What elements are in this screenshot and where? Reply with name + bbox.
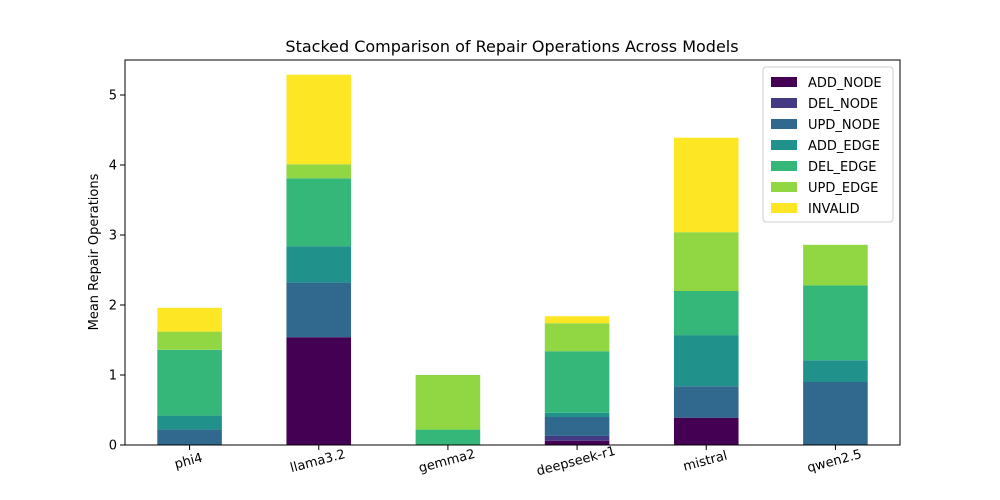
legend-label-upd-node: UPD_NODE <box>808 118 880 133</box>
bar-segment-llama3.2-upd-node <box>286 282 352 338</box>
legend-swatch-upd-node <box>771 119 797 129</box>
y-axis-label: Mean Repair Operations <box>87 173 102 330</box>
legend-swatch-del-node <box>771 98 797 108</box>
bar-segment-phi4-invalid <box>157 307 222 332</box>
bar-segment-mistral-add-edge <box>673 335 739 387</box>
x-tick-label-deepseek-r1: deepseek-r1 <box>535 444 617 479</box>
legend-swatch-add-node <box>771 77 797 87</box>
bar-segment-llama3.2-upd-edge <box>286 164 352 179</box>
bar-segment-mistral-upd-edge <box>673 232 739 291</box>
bar-segment-gemma2-del-edge <box>415 429 481 445</box>
legend-label-upd-edge: UPD_EDGE <box>808 181 878 196</box>
x-tick-label-qwen2.5: qwen2.5 <box>806 447 864 476</box>
bar-segment-deepseek-r1-del-node <box>544 435 610 441</box>
x-axis: phi4 llama3.2 gemma2 deepseek-r1 mistral qwen… <box>173 444 863 479</box>
legend-swatch-upd-edge <box>771 182 797 192</box>
bar-segment-mistral-invalid <box>673 137 739 233</box>
legend-label-add-node: ADD_NODE <box>808 76 882 91</box>
bar-segment-qwen2.5-upd-node <box>803 382 868 445</box>
x-tick-label-mistral: mistral <box>682 449 729 475</box>
legend-swatch-del-edge <box>771 161 797 171</box>
y-tick-label: 1 <box>109 369 117 384</box>
bar-segment-deepseek-r1-upd-edge <box>544 323 610 352</box>
chart-title: Stacked Comparison of Repair Operations … <box>285 37 738 56</box>
bar-segment-mistral-add-node <box>673 417 739 445</box>
x-tick-label-phi4: phi4 <box>173 451 204 473</box>
bar-segment-llama3.2-invalid <box>286 74 352 165</box>
bar-segment-phi4-add-edge <box>157 415 222 430</box>
legend-swatch-add-edge <box>771 140 797 150</box>
bars-group <box>157 74 868 445</box>
legend: ADD_NODE DEL_NODE UPD_NODE ADD_EDGE DEL_EDGE… <box>762 66 894 223</box>
bar-segment-mistral-upd-node <box>673 386 739 418</box>
bar-segment-qwen2.5-upd-edge <box>803 244 868 286</box>
y-tick-label: 2 <box>109 299 117 314</box>
bar-segment-gemma2-upd-edge <box>415 375 481 430</box>
plot-frame <box>124 59 901 446</box>
legend-label-add-edge: ADD_EDGE <box>808 139 880 154</box>
legend-label-del-node: DEL_NODE <box>808 97 878 112</box>
bar-segment-phi4-upd-edge <box>157 331 222 350</box>
bar-segment-phi4-upd-node <box>157 429 222 445</box>
bar-segment-deepseek-r1-add-edge <box>544 412 610 417</box>
y-axis: 0 1 2 3 4 5 <box>109 89 125 454</box>
y-tick-label: 4 <box>109 159 117 174</box>
bar-segment-deepseek-r1-add-node <box>544 440 610 445</box>
bar-segment-deepseek-r1-invalid <box>544 316 610 324</box>
y-tick-label: 0 <box>109 439 117 454</box>
x-tick-label-llama3.2: llama3.2 <box>289 447 347 476</box>
bar-segment-llama3.2-add-node <box>286 337 352 445</box>
bar-segment-qwen2.5-del-edge <box>803 285 868 361</box>
y-tick-label: 5 <box>109 89 117 104</box>
bar-segment-deepseek-r1-upd-node <box>544 417 610 436</box>
y-tick-label: 3 <box>109 229 117 244</box>
bar-segment-llama3.2-add-edge <box>286 246 352 283</box>
legend-label-invalid: INVALID <box>808 202 860 217</box>
bar-segment-mistral-del-edge <box>673 291 739 336</box>
bar-segment-llama3.2-del-edge <box>286 178 352 247</box>
legend-swatch-invalid <box>771 203 797 213</box>
bar-segment-deepseek-r1-del-edge <box>544 351 610 413</box>
legend-label-del-edge: DEL_EDGE <box>808 160 876 175</box>
bar-segment-qwen2.5-add-edge <box>803 360 868 382</box>
x-tick-label-gemma2: gemma2 <box>417 447 477 476</box>
bar-segment-phi4-del-edge <box>157 349 222 416</box>
